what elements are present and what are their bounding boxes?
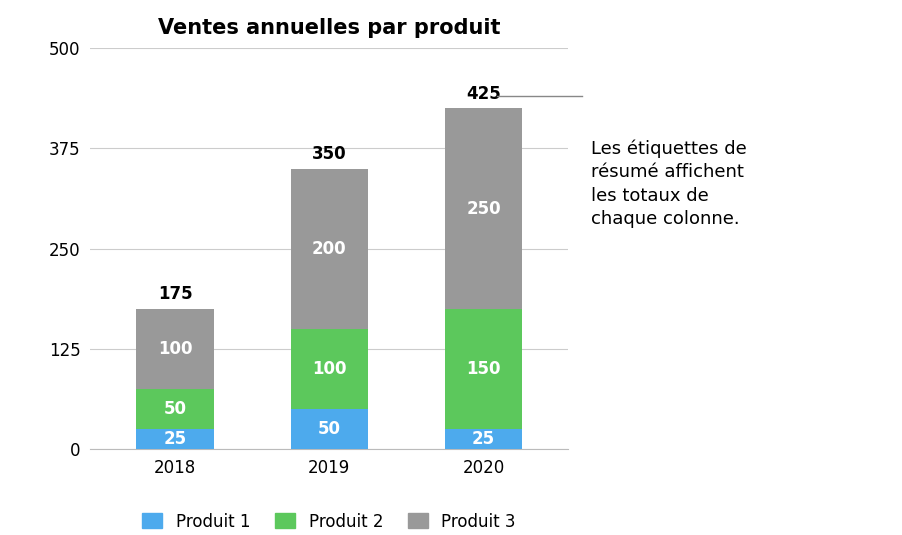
Bar bbox=[136, 389, 214, 429]
Text: 350: 350 bbox=[312, 145, 346, 163]
Text: 100: 100 bbox=[312, 360, 346, 378]
Bar bbox=[290, 169, 368, 329]
Text: 425: 425 bbox=[466, 85, 501, 103]
Bar bbox=[136, 429, 214, 449]
Bar bbox=[290, 329, 368, 409]
Text: 175: 175 bbox=[158, 285, 192, 303]
Text: 50: 50 bbox=[163, 400, 187, 418]
Text: 25: 25 bbox=[472, 430, 495, 448]
Bar bbox=[290, 409, 368, 449]
Text: 50: 50 bbox=[318, 421, 341, 438]
Text: 200: 200 bbox=[312, 240, 346, 258]
Bar bbox=[445, 429, 522, 449]
Text: 100: 100 bbox=[158, 340, 192, 358]
Text: Les étiquettes de
résumé affichent
les totaux de
chaque colonne.: Les étiquettes de résumé affichent les t… bbox=[591, 139, 747, 228]
Bar bbox=[445, 309, 522, 429]
Legend: Produit 1, Produit 2, Produit 3: Produit 1, Produit 2, Produit 3 bbox=[136, 506, 522, 535]
Text: 150: 150 bbox=[466, 360, 501, 378]
Bar bbox=[445, 108, 522, 309]
Bar bbox=[136, 309, 214, 389]
Text: 25: 25 bbox=[163, 430, 187, 448]
Title: Ventes annuelles par produit: Ventes annuelles par produit bbox=[158, 18, 501, 39]
Text: 250: 250 bbox=[466, 200, 501, 218]
